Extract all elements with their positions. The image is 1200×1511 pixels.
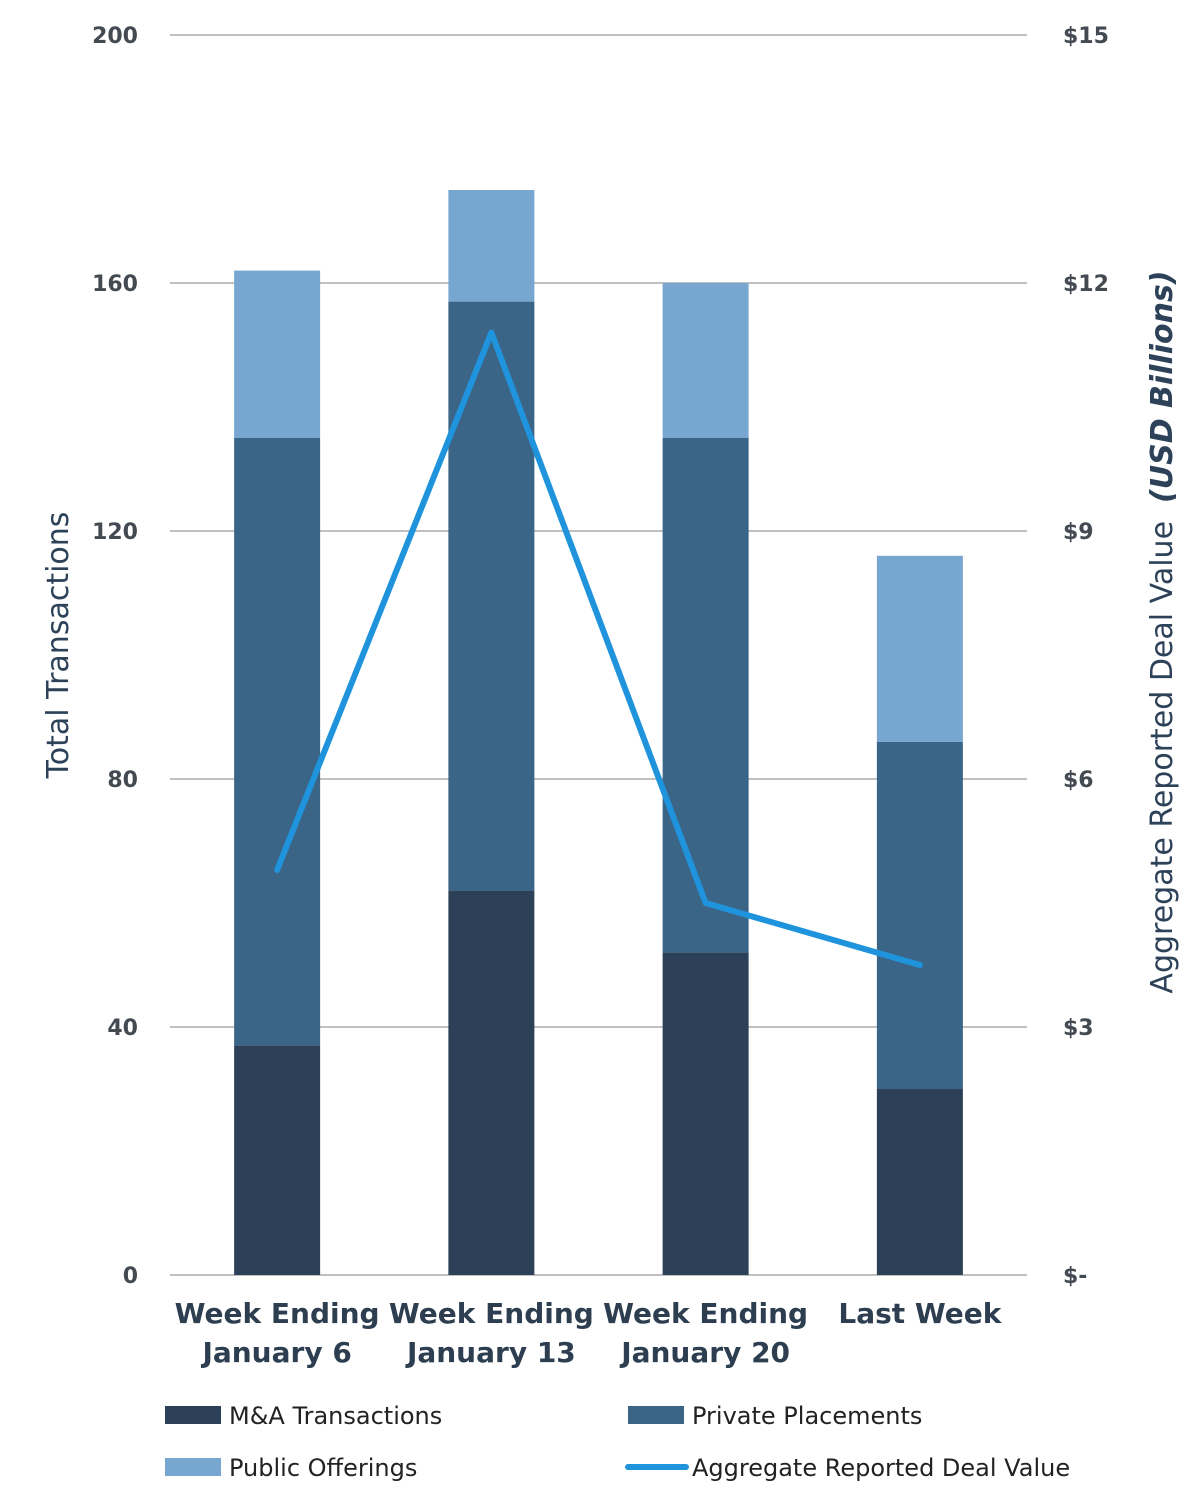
legend-item: Aggregate Reported Deal Value <box>625 1454 1070 1482</box>
legend-swatch <box>628 1406 684 1424</box>
legend-item: Public Offerings <box>165 1454 417 1482</box>
category-label: Last Week <box>838 1297 1002 1330</box>
bar-ma-3 <box>876 1089 963 1275</box>
right-tick-label: $- <box>1063 1264 1087 1289</box>
bar-private-placements-2 <box>662 438 749 953</box>
deal-value-line <box>274 329 923 968</box>
category-label: Week Ending <box>603 1297 808 1330</box>
bar-public-offerings-1 <box>448 190 535 302</box>
category-label: Week Ending <box>175 1297 380 1330</box>
legend-label: M&A Transactions <box>229 1402 442 1430</box>
category-label: Week Ending <box>389 1297 594 1330</box>
bar-private-placements-1 <box>448 301 535 891</box>
bar-private-placements-0 <box>234 438 321 1046</box>
right-tick-label: $12 <box>1063 272 1109 297</box>
right-axis-title-main: Aggregate Reported Deal Value <box>1145 521 1180 994</box>
category-label: January 20 <box>619 1336 790 1369</box>
right-axis-title-unit: (USD Billions) <box>1145 270 1180 503</box>
legend-label: Private Placements <box>692 1402 922 1430</box>
right-axis-ticks: $- $3 $6 $9 $12 $15 <box>1063 24 1109 1289</box>
legend-item: M&A Transactions <box>165 1402 442 1430</box>
right-tick-label: $15 <box>1063 24 1109 49</box>
right-tick-label: $3 <box>1063 1016 1094 1041</box>
bar-ma-0 <box>234 1045 321 1275</box>
bar-public-offerings-3 <box>876 555 963 742</box>
legend-swatch <box>165 1406 221 1424</box>
bar-public-offerings-2 <box>662 283 749 438</box>
category-label: January 13 <box>405 1336 576 1369</box>
left-tick-label: 0 <box>123 1264 138 1289</box>
category-label: January 6 <box>200 1336 351 1369</box>
legend-item: Private Placements <box>628 1402 922 1430</box>
right-axis-title: Aggregate Reported Deal Value (USD Billio… <box>1145 270 1180 993</box>
category-labels: Week Ending January 6 Week Ending January 1… <box>175 1297 1003 1369</box>
right-tick-label: $6 <box>1063 768 1094 793</box>
bar-public-offerings-0 <box>234 270 321 438</box>
left-tick-label: 40 <box>107 1016 138 1041</box>
bar-ma-1 <box>448 890 535 1275</box>
right-tick-label: $9 <box>1063 520 1094 545</box>
left-tick-label: 200 <box>92 24 138 49</box>
left-axis-ticks: 0 40 80 120 160 200 <box>92 24 138 1289</box>
left-tick-label: 160 <box>92 272 138 297</box>
left-axis-title: Total Transactions <box>41 512 76 780</box>
left-tick-label: 120 <box>92 520 138 545</box>
legend: M&A Transactions Private Placements Public… <box>165 1402 1070 1482</box>
legend-label: Aggregate Reported Deal Value <box>692 1454 1070 1482</box>
deal-value-polyline <box>274 329 923 968</box>
bar-ma-2 <box>662 952 749 1275</box>
bar-private-placements-3 <box>876 741 963 1089</box>
legend-label: Public Offerings <box>229 1454 417 1482</box>
legend-swatch <box>165 1458 221 1476</box>
left-tick-label: 80 <box>107 768 138 793</box>
bars <box>234 190 963 1275</box>
